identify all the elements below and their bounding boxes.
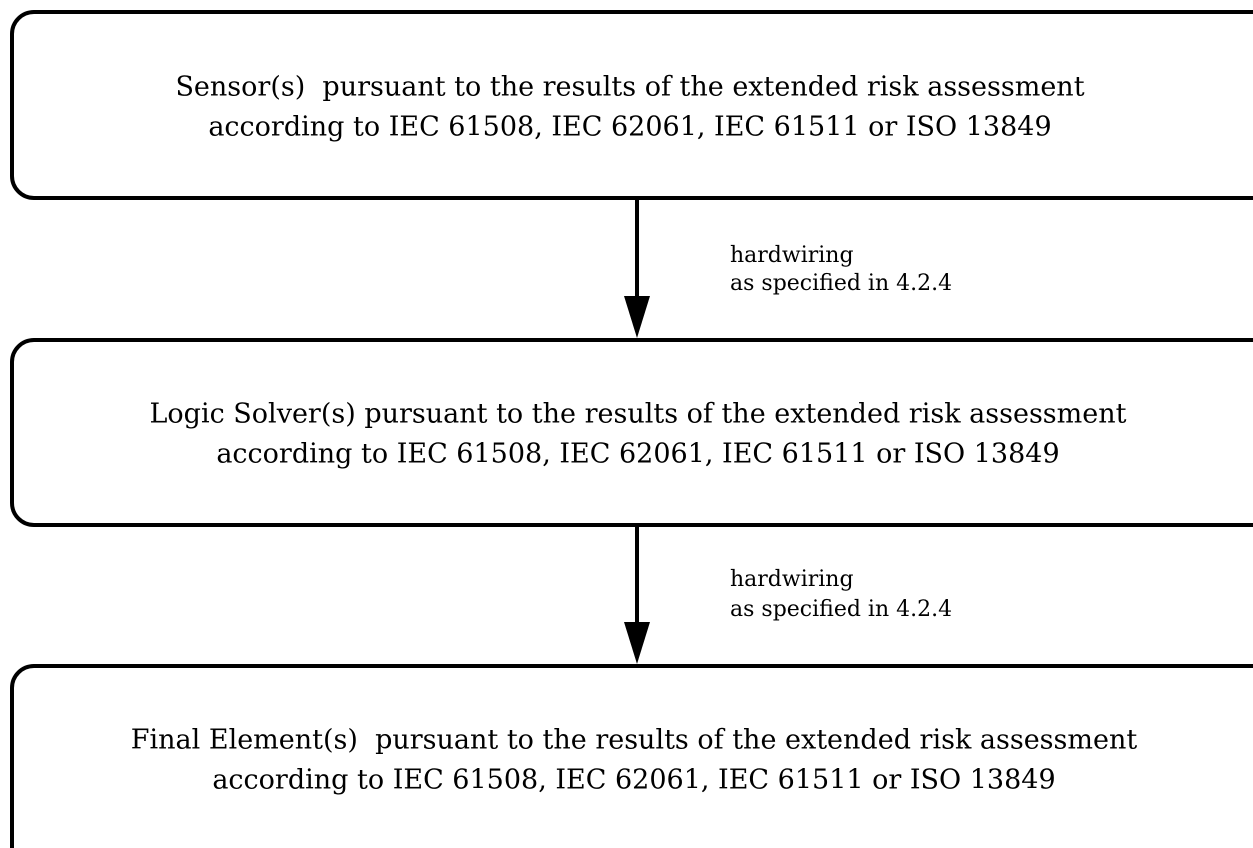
- node-text: Sensor(s) pursuant to the results of the…: [175, 72, 1084, 103]
- node-text: Logic Solver(s) pursuant to the results …: [150, 399, 1127, 430]
- final-box: [10, 664, 1253, 848]
- node-text: Final Element(s) pursuant to the results…: [131, 725, 1138, 756]
- edge-label: hardwiring: [730, 243, 854, 268]
- node-text: according to IEC 61508, IEC 62061, IEC 6…: [208, 112, 1051, 143]
- edge-label: as specified in 4.2.4: [730, 271, 952, 296]
- arrow-head: [624, 296, 650, 338]
- node-text: according to IEC 61508, IEC 62061, IEC 6…: [216, 439, 1059, 470]
- node-text: according to IEC 61508, IEC 62061, IEC 6…: [212, 765, 1055, 796]
- sensor-box: [10, 10, 1253, 200]
- edge-label: hardwiring: [730, 567, 854, 592]
- edge-label: as specified in 4.2.4: [730, 597, 952, 622]
- logic-box: [10, 338, 1253, 527]
- arrow-head: [624, 622, 650, 664]
